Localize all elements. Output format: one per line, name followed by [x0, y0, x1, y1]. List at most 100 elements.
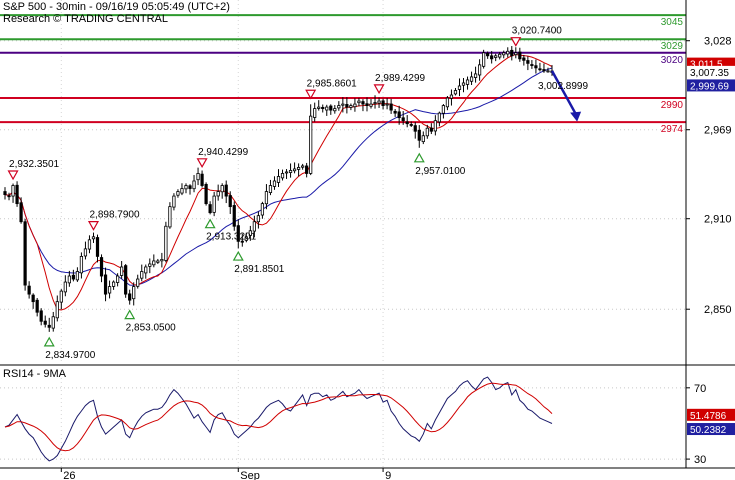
candle	[473, 66, 478, 83]
candle-body	[397, 111, 401, 119]
candle-body	[164, 225, 168, 261]
candle	[534, 59, 538, 74]
candle-body	[39, 310, 43, 322]
x-tick-label: 9	[385, 470, 391, 480]
candle	[405, 115, 409, 128]
pivot-high-label: 3,020.7400	[512, 26, 562, 37]
pivot-low-label: 2,891.8501	[234, 264, 284, 275]
candle	[369, 99, 373, 109]
candle	[136, 274, 140, 289]
price-value-tag: 2,999.69	[690, 81, 729, 92]
y-tick-label: 3,028	[704, 36, 732, 48]
candle-body	[461, 82, 466, 86]
candle-body	[248, 230, 252, 236]
rsi-y-tick-label: 70	[694, 383, 706, 395]
candle	[212, 191, 216, 217]
candle	[542, 63, 546, 73]
candle	[546, 67, 550, 73]
candle	[107, 280, 112, 299]
candle	[465, 76, 470, 90]
candle-body	[510, 49, 514, 57]
price-value-tag-box	[687, 79, 735, 92]
candle	[498, 51, 502, 60]
candle-body	[534, 65, 538, 69]
candle-body	[325, 106, 329, 111]
candle-body	[67, 275, 71, 284]
candle-body	[252, 221, 256, 232]
candle-body	[349, 105, 353, 108]
candle-body	[389, 103, 393, 111]
candle	[393, 108, 397, 117]
candle-body	[297, 167, 301, 170]
candle-body	[216, 191, 220, 197]
pivot-low-marker	[124, 309, 136, 320]
candle-body	[87, 239, 92, 250]
price-value-tag-box	[687, 65, 735, 78]
candle	[91, 232, 96, 243]
projection-label: 3,002.8999	[538, 81, 588, 92]
chart-subtitle: Research © TRADING CENTRAL	[3, 13, 168, 25]
candle	[236, 219, 240, 249]
candle	[297, 163, 301, 177]
candle	[433, 115, 437, 136]
candle-body	[477, 64, 482, 76]
candle-body	[546, 70, 550, 73]
candle	[39, 308, 43, 326]
candle-body	[91, 236, 96, 240]
candle-body	[228, 195, 232, 208]
candle-body	[469, 76, 474, 82]
candle	[83, 241, 88, 260]
ma-fast-line	[4, 53, 553, 311]
candle	[67, 270, 71, 287]
pivot-high-label: 2,985.8601	[307, 78, 357, 89]
pivots-layer: 2,932.3501 2,834.9700 2,898.7900 2,853.0500…	[7, 26, 562, 361]
candle-body	[188, 185, 192, 189]
candle-body	[530, 64, 534, 66]
candle	[538, 62, 542, 72]
candle-body	[502, 52, 506, 56]
candle-body	[369, 103, 373, 107]
candle-body	[99, 257, 104, 277]
rsi-ma-line	[4, 382, 553, 452]
candle-body	[244, 236, 248, 241]
candle-body	[268, 185, 273, 194]
candle-body	[224, 184, 228, 197]
candle	[140, 264, 144, 282]
candle	[256, 211, 260, 229]
candle-body	[260, 203, 265, 216]
candle-body	[160, 259, 164, 262]
candle-body	[421, 135, 425, 143]
grid-layer	[0, 0, 686, 468]
x-tick-label: Sep	[240, 470, 260, 480]
candle-body	[208, 204, 212, 214]
pivot-high-marker	[373, 84, 385, 95]
chart-title: S&P 500 - 30min - 09/16/19 05:05:49 (UTC…	[3, 1, 230, 13]
candle	[124, 264, 128, 298]
candle-body	[514, 52, 518, 56]
candle-body	[445, 97, 450, 108]
candle	[176, 189, 180, 198]
candle	[469, 71, 474, 86]
pivot-high-marker	[510, 37, 522, 47]
candle-body	[168, 206, 172, 228]
candle	[152, 254, 156, 268]
candle-body	[83, 248, 88, 257]
pivot-high-marker	[87, 221, 100, 231]
level-label: 3045	[661, 17, 684, 28]
candle-body	[120, 266, 124, 276]
candle	[526, 56, 530, 71]
candle-body	[59, 290, 63, 303]
candle	[27, 281, 31, 299]
candle	[196, 167, 200, 186]
candle-body	[204, 183, 208, 205]
candle	[309, 104, 313, 176]
candle-body	[313, 108, 317, 118]
candle-body	[401, 117, 405, 122]
projection-layer: 3,002.8999	[538, 70, 588, 122]
candle-body	[473, 73, 478, 78]
price-value-tag: 3,011.5	[690, 60, 723, 71]
candle	[200, 170, 204, 188]
candles-layer	[3, 46, 554, 332]
candle-body	[280, 173, 285, 179]
